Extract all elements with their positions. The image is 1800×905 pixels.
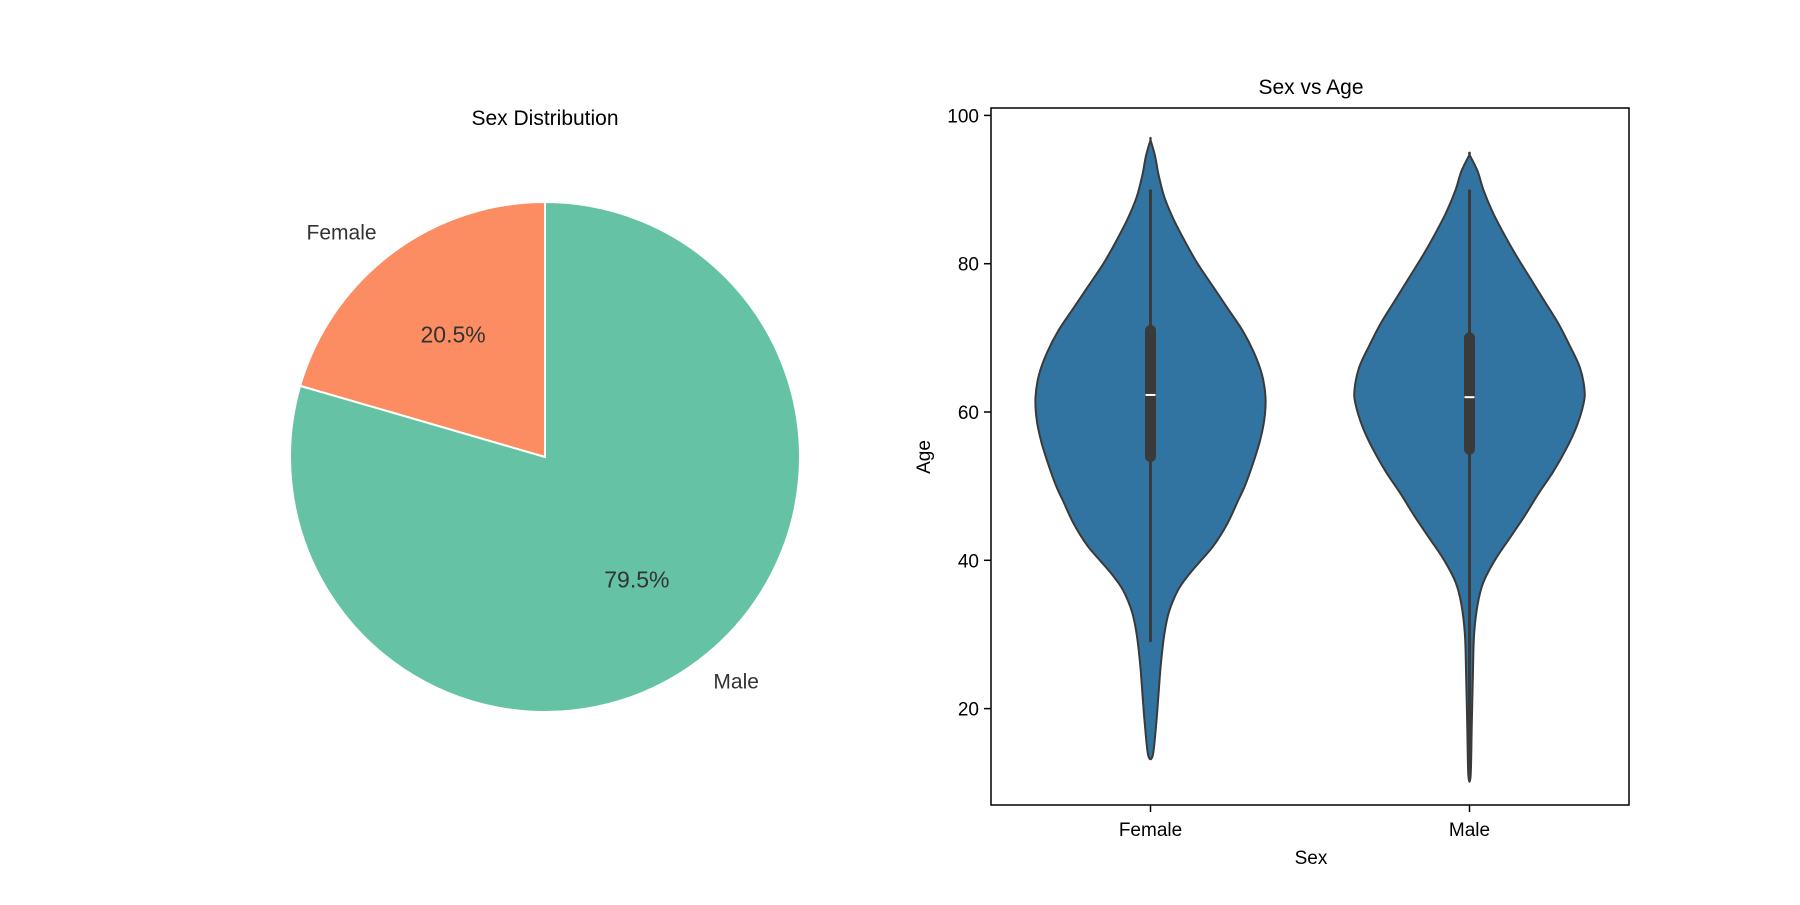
y-axis-label: Age xyxy=(914,440,935,474)
pie-percent-label-male: 79.5% xyxy=(604,566,669,592)
x-tick-label: Female xyxy=(1119,820,1182,841)
violin-title: Sex vs Age xyxy=(1258,76,1363,99)
y-tick-label: 20 xyxy=(958,700,979,721)
violin-chart: Sex vs Age 20 40 60 80 100 Female Male Sex Ag… xyxy=(914,76,1630,869)
pie-chart: Sex Distribution Female 20.5% Male 79.5% xyxy=(289,107,801,713)
y-tick-label: 60 xyxy=(958,403,979,424)
x-axis-label: Sex xyxy=(1295,848,1328,869)
y-tick-label: 40 xyxy=(958,551,979,572)
plot-frame xyxy=(990,107,1630,806)
pie-percent-label-female: 20.5% xyxy=(421,322,486,348)
pie-labels: Female 20.5% Male 79.5% xyxy=(307,222,759,694)
pie-slices xyxy=(289,200,801,713)
pie-slice-male xyxy=(289,200,801,713)
y-tick-label: 80 xyxy=(958,255,979,276)
pie-label-female: Female xyxy=(307,222,377,245)
pie-label-male: Male xyxy=(713,670,759,693)
pie-title: Sex Distribution xyxy=(471,107,618,130)
pie-slice-female xyxy=(298,200,546,459)
x-tick-label: Male xyxy=(1449,820,1490,841)
y-axis: 20 40 60 80 100 xyxy=(947,106,991,721)
y-tick-label: 100 xyxy=(947,106,979,127)
violin-bodies xyxy=(1034,136,1586,783)
x-axis: Female Male xyxy=(1119,805,1490,841)
